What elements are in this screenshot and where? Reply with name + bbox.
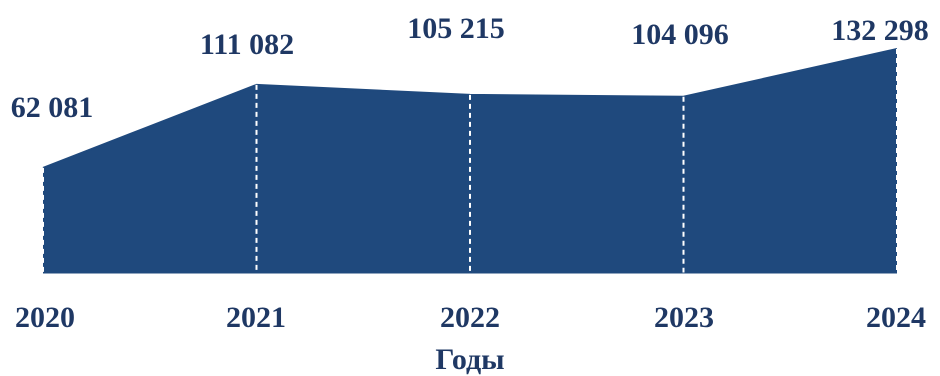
data-label-2020: 62 081 — [11, 91, 94, 124]
label-layer: 62 081 111 082 105 215 104 096 132 298 — [11, 12, 929, 124]
x-axis-title: Годы — [435, 343, 504, 376]
x-tick-label-2024: 2024 — [866, 301, 926, 334]
divider-layer — [42, 49, 898, 280]
x-tick-label-2020: 2020 — [15, 301, 75, 334]
data-label-2022: 105 215 — [407, 12, 505, 45]
axis-layer: 2020 2021 2022 2023 2024 — [15, 272, 926, 334]
x-tick-label-2023: 2023 — [654, 301, 714, 334]
data-label-2023: 104 096 — [631, 18, 729, 51]
x-tick-label-2022: 2022 — [440, 301, 500, 334]
x-tick-label-2021: 2021 — [226, 301, 286, 334]
data-label-2024: 132 298 — [831, 14, 929, 47]
data-label-2021: 111 082 — [200, 28, 294, 61]
